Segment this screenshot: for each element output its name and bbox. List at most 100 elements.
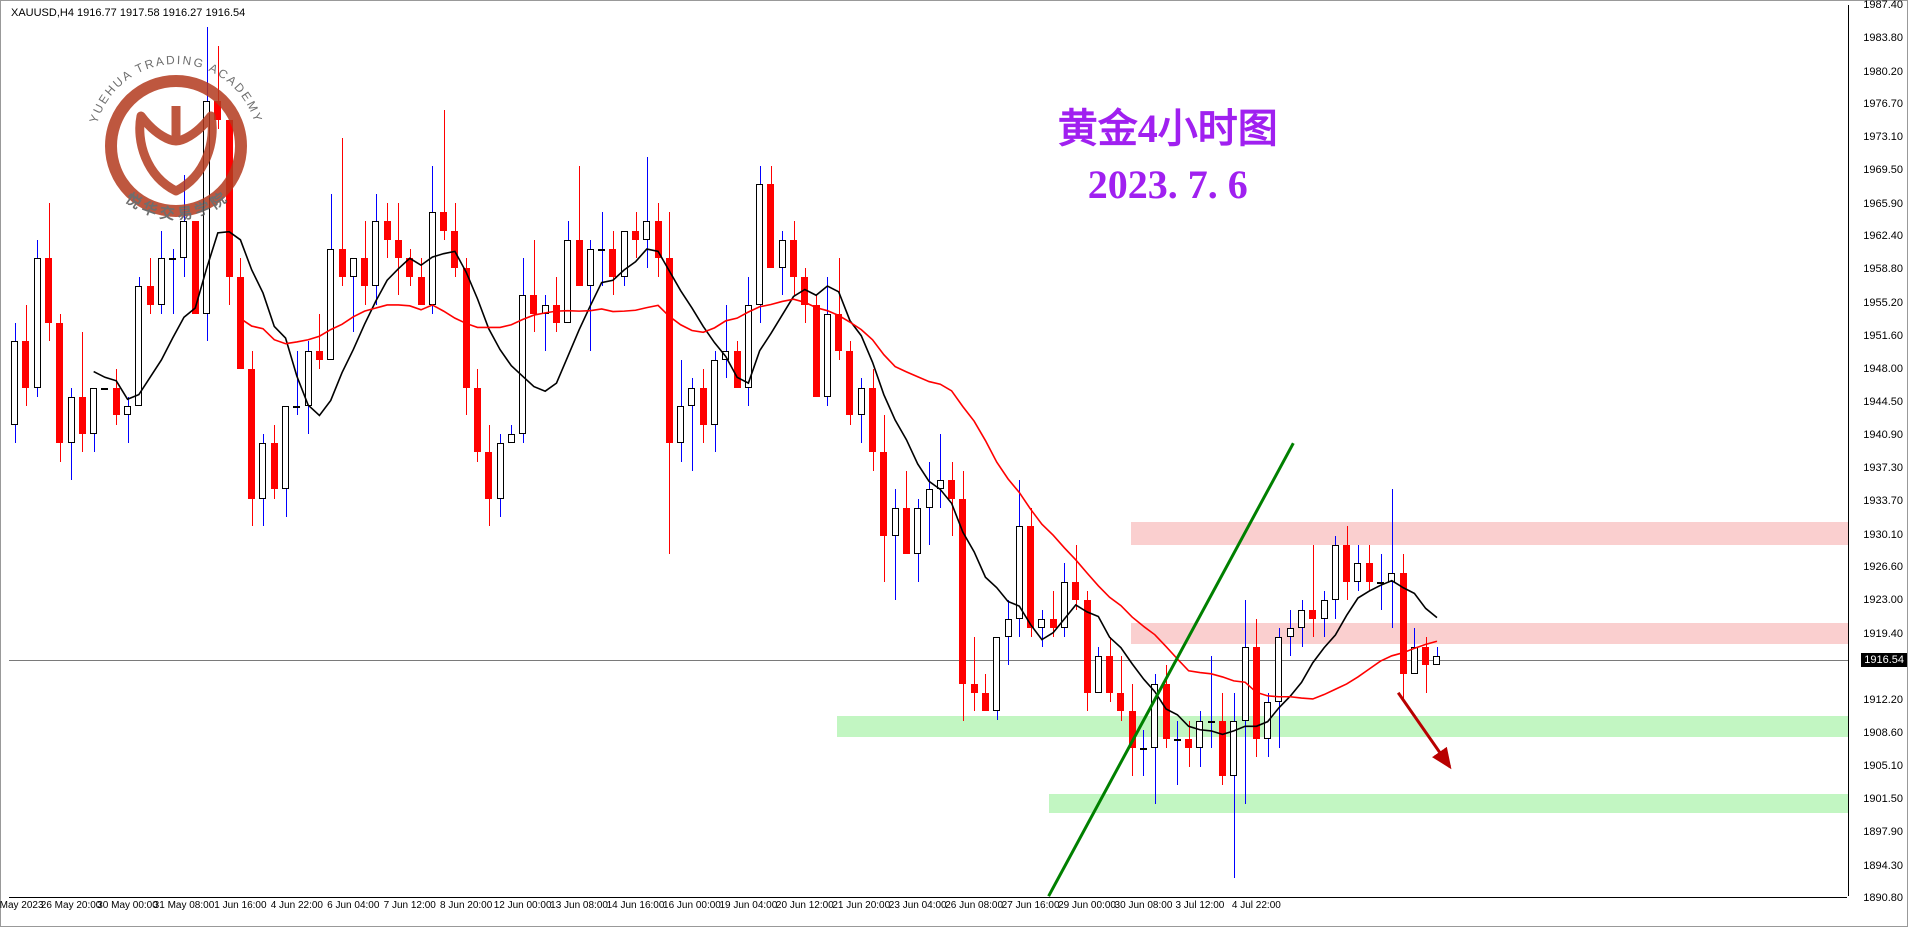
candle-body [259, 443, 266, 498]
candle-body [948, 480, 955, 498]
candle-body [271, 443, 278, 489]
plot-area[interactable] [9, 5, 1849, 898]
candle-body [655, 221, 662, 258]
candle-wick [647, 157, 648, 268]
candle-body [1275, 637, 1282, 702]
candle-body [1016, 526, 1023, 618]
candle-body [485, 452, 492, 498]
x-axis-label: 27 Jun 16:00 [1002, 900, 1060, 911]
x-axis-label: 13 Jun 08:00 [550, 900, 608, 911]
candle-wick [82, 332, 83, 452]
y-axis-label: 1940.90 [1863, 429, 1903, 441]
candle-body [1005, 619, 1012, 637]
x-axis-label: 20 Jun 12:00 [776, 900, 834, 911]
candle-body [1242, 647, 1249, 721]
candle-body [914, 508, 921, 554]
candle-body [1129, 711, 1136, 748]
candle-body [542, 305, 549, 314]
candle-body [1196, 721, 1203, 749]
candle-body [700, 388, 707, 425]
candle-body [1298, 610, 1305, 628]
candle-body [135, 286, 142, 406]
x-axis-label: 1 Jun 16:00 [214, 900, 266, 911]
candle-body [293, 406, 300, 408]
y-axis-label: 1905.10 [1863, 760, 1903, 772]
candle-body [564, 240, 571, 323]
support-zone [837, 716, 1849, 737]
candle-body [519, 295, 526, 434]
candle-body [858, 388, 865, 416]
candle-body [395, 240, 402, 258]
candle-wick [1313, 545, 1314, 637]
candle-body [666, 258, 673, 443]
candle-body [1309, 610, 1316, 619]
current-price-marker: 1916.54 [1861, 653, 1907, 667]
y-axis-label: 1948.00 [1863, 363, 1903, 375]
candle-wick [974, 637, 975, 711]
candle-body [11, 341, 18, 424]
candle-wick [319, 314, 320, 369]
chart-container[interactable]: XAUUSD,H4 1916.77 1917.58 1916.27 1916.5… [0, 0, 1908, 927]
candle-body [1366, 563, 1373, 581]
candle-body [440, 212, 447, 230]
resistance-zone [1131, 522, 1849, 545]
candle-body [68, 397, 75, 443]
candle-body [926, 489, 933, 507]
y-axis-label: 1908.60 [1863, 727, 1903, 739]
candle-body [237, 277, 244, 369]
candle-body [34, 258, 41, 387]
candle-body [305, 351, 312, 406]
resistance-zone [1131, 623, 1849, 643]
candle-body [147, 286, 154, 304]
candle-wick [1042, 610, 1043, 647]
candle-body [1354, 563, 1361, 581]
y-axis-label: 1937.30 [1863, 462, 1903, 474]
candle-body [1095, 656, 1102, 693]
candle-body [56, 323, 63, 443]
candle-body [361, 258, 368, 286]
candle-body [756, 184, 763, 304]
candle-body [124, 406, 131, 415]
y-axis-label: 1976.70 [1863, 98, 1903, 110]
candle-body [1332, 545, 1339, 600]
candle-body [553, 305, 560, 323]
candle-body [1321, 600, 1328, 618]
candle-body [327, 249, 334, 360]
y-axis-label: 1980.20 [1863, 66, 1903, 78]
candle-body [530, 295, 537, 313]
candle-body [801, 277, 808, 305]
candle-body [451, 231, 458, 268]
x-axis-label: 31 May 08:00 [154, 900, 215, 911]
y-axis: 1987.401983.801980.201976.701973.101969.… [1848, 5, 1907, 896]
y-axis-label: 1923.00 [1863, 594, 1903, 606]
x-axis-label: 4 Jul 22:00 [1232, 900, 1281, 911]
x-axis-label: 30 May 00:00 [97, 900, 158, 911]
annotation-line2: 2023. 7. 6 [1058, 157, 1278, 213]
x-axis: 25 May 202326 May 20:0030 May 00:0031 Ma… [9, 897, 1847, 926]
candle-body [1084, 600, 1091, 692]
x-axis-label: 30 Jun 08:00 [1115, 900, 1173, 911]
candle-body [248, 369, 255, 498]
y-axis-label: 1897.90 [1863, 826, 1903, 838]
y-axis-label: 1912.20 [1863, 694, 1903, 706]
candle-body [711, 360, 718, 425]
candle-body [813, 305, 820, 397]
candle-body [609, 249, 616, 277]
chart-title-annotation: 黄金4小时图2023. 7. 6 [1058, 101, 1278, 213]
candle-body [621, 231, 628, 277]
current-price-hline [9, 660, 1849, 661]
x-axis-label: 25 May 2023 [0, 900, 44, 911]
y-axis-label: 1965.90 [1863, 198, 1903, 210]
candle-body [1140, 748, 1147, 750]
candle-wick [534, 240, 535, 332]
x-axis-label: 8 Jun 20:00 [440, 900, 492, 911]
x-axis-label: 6 Jun 04:00 [327, 900, 379, 911]
candle-body [158, 258, 165, 304]
y-axis-label: 1890.80 [1863, 892, 1903, 904]
candle-body [1433, 656, 1440, 665]
y-axis-label: 1983.80 [1863, 32, 1903, 44]
candle-body [350, 258, 357, 276]
candle-body [45, 258, 52, 323]
y-axis-label: 1958.80 [1863, 263, 1903, 275]
x-axis-label: 29 Jun 00:00 [1058, 900, 1116, 911]
